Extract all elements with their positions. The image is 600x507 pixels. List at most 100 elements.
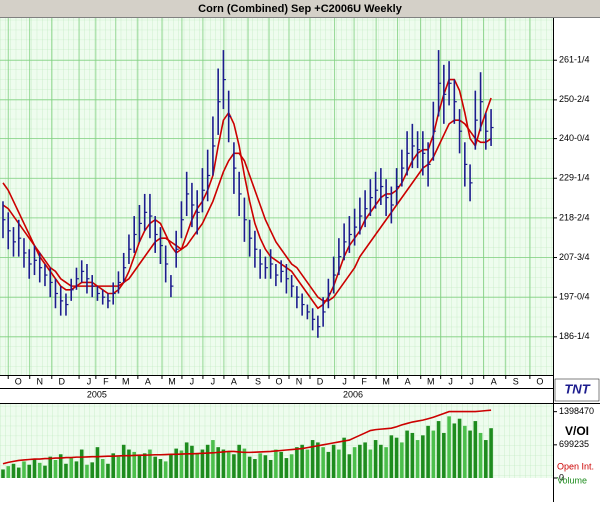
legend-entry: Open Int. xyxy=(557,461,594,471)
volume-bar xyxy=(148,449,152,478)
volume-bar xyxy=(232,454,236,478)
x-tick-label: O xyxy=(536,376,543,386)
y-tick-label: 261-1/4 xyxy=(559,55,590,65)
x-tick-label: A xyxy=(231,376,237,386)
legend-entry: Volume xyxy=(557,475,587,485)
volume-bar xyxy=(321,447,325,478)
volume-bar xyxy=(389,435,394,478)
volume-bar xyxy=(310,440,315,478)
volume-bar xyxy=(216,447,220,478)
volume-bar xyxy=(6,466,11,478)
volume-bar xyxy=(489,428,493,478)
volume-bar xyxy=(316,442,320,478)
volume-bar xyxy=(179,450,184,478)
volume-bar xyxy=(195,453,199,478)
logo: TNT xyxy=(564,381,590,396)
title-bar xyxy=(0,0,600,18)
volume-bar xyxy=(384,447,388,478)
volume-bar xyxy=(169,454,173,478)
volume-bar xyxy=(468,430,472,478)
x-axis-strip xyxy=(0,375,553,404)
volume-bar xyxy=(337,449,341,478)
y-tick-label: 197-0/4 xyxy=(559,292,590,302)
y-tick-label: 250-2/4 xyxy=(559,94,590,104)
volume-bar xyxy=(132,451,136,478)
volume-bar xyxy=(415,440,420,478)
y-tick-label: 207-3/4 xyxy=(559,252,590,262)
volume-bar xyxy=(405,430,409,478)
y-tick-label: 699235 xyxy=(559,439,589,449)
x-tick-label: J xyxy=(211,376,216,386)
x-tick-label: D xyxy=(59,376,66,386)
volume-bar xyxy=(106,463,110,478)
volume-bar xyxy=(274,449,278,478)
chart-title: Corn (Combined) Sep +C2006U Weekly xyxy=(198,3,403,15)
volume-bar xyxy=(373,440,378,478)
volume-bar xyxy=(184,442,189,478)
volume-bar xyxy=(268,459,273,478)
volume-bar xyxy=(85,464,89,478)
volume-bar xyxy=(111,453,116,478)
volume-bar xyxy=(247,456,252,478)
volume-bar xyxy=(127,449,131,478)
volume-bar xyxy=(163,461,168,478)
volume-bar xyxy=(22,461,26,478)
volume-bar xyxy=(64,463,68,478)
volume-bar xyxy=(226,451,231,478)
volume-bar xyxy=(43,465,47,478)
volume-bar xyxy=(48,456,53,478)
volume-bar xyxy=(410,432,415,478)
volume-bar xyxy=(279,451,283,478)
y-tick-label: 240-0/4 xyxy=(559,133,590,143)
volume-bar xyxy=(484,440,488,478)
x-tick-label: J xyxy=(469,376,474,386)
volume-bar xyxy=(436,421,441,478)
volume-bar xyxy=(284,458,289,478)
year-label: 2005 xyxy=(87,389,107,399)
y-tick-label: 186-1/4 xyxy=(559,331,590,341)
x-tick-label: N xyxy=(296,376,303,386)
volume-bar xyxy=(116,456,121,478)
volume-bar xyxy=(1,469,5,478)
volume-bar xyxy=(253,459,257,478)
volume-bar xyxy=(379,444,383,478)
open-interest-line xyxy=(2,409,492,465)
volume-bar xyxy=(137,455,142,478)
volume-bar xyxy=(74,461,79,478)
volume-bar xyxy=(473,421,478,478)
volume-bar xyxy=(205,444,210,478)
volume-bar xyxy=(394,437,399,478)
volume-bar xyxy=(90,462,95,478)
volume-bar xyxy=(426,425,430,478)
x-tick-label: F xyxy=(103,376,109,386)
volume-bar xyxy=(347,454,352,478)
y-tick-label: 218-2/4 xyxy=(559,212,590,222)
volume-bar xyxy=(442,432,446,478)
volume-bar xyxy=(211,440,215,478)
axis-label: V/OI xyxy=(565,424,589,438)
x-tick-label: O xyxy=(15,376,22,386)
y-tick-label: 0 xyxy=(559,472,564,482)
volume-bar xyxy=(16,467,21,478)
x-tick-label: D xyxy=(317,376,324,386)
volume-bar xyxy=(200,449,205,478)
volume-bar xyxy=(190,445,194,478)
volume-bar xyxy=(447,416,451,478)
volume-bar xyxy=(69,458,74,478)
volume-bar xyxy=(95,447,100,478)
volume-bar xyxy=(53,459,58,478)
moving-average xyxy=(2,119,492,302)
volume-bar xyxy=(363,442,367,478)
x-tick-label: N xyxy=(36,376,43,386)
volume-bar xyxy=(478,432,483,478)
y-tick-label: 1398470 xyxy=(559,406,594,416)
x-tick-label: O xyxy=(276,376,283,386)
volume-bar xyxy=(431,430,436,478)
volume-bar xyxy=(463,425,467,478)
volume-bar xyxy=(121,444,126,478)
volume-bar xyxy=(158,459,163,478)
volume-bar xyxy=(27,464,32,478)
x-tick-label: S xyxy=(255,376,261,386)
x-tick-label: A xyxy=(145,376,151,386)
